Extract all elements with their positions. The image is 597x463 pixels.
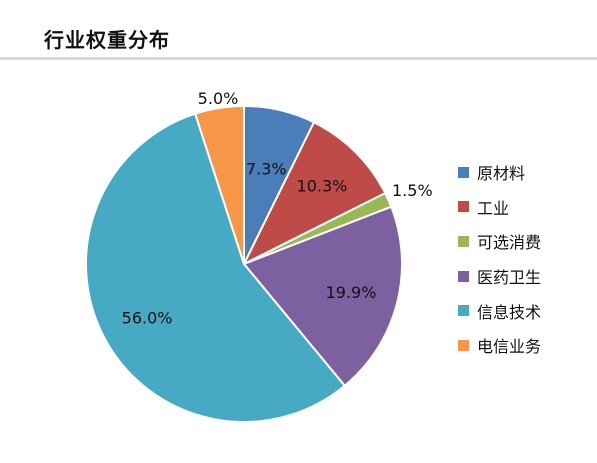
legend-swatch [458,270,469,282]
legend-swatch [458,305,469,317]
data-label-可选消费: 1.5% [392,181,433,200]
legend-swatch [458,235,469,247]
legend-label: 可选消费 [477,233,542,253]
legend-label: 信息技术 [477,302,542,322]
data-label-原材料: 7.3% [246,160,287,179]
pie-slice-工业 [241,120,387,267]
pie-slice-信息技术 [85,112,347,423]
legend-label: 电信业务 [477,337,542,357]
legend-swatch [458,166,469,178]
data-label-电信业务: 5.0% [198,89,239,108]
pie-slice-医药卫生 [242,205,403,388]
legend-swatch [458,339,469,351]
title-divider [0,57,597,60]
legend: 原材料工业可选消费医药卫生信息技术电信业务 [458,155,541,363]
data-label-医药卫生: 19.9% [326,283,377,302]
chart-title: 行业权重分布 [44,28,170,52]
legend-item-医药卫生: 医药卫生 [458,259,541,294]
legend-item-电信业务: 电信业务 [458,328,541,363]
legend-item-可选消费: 可选消费 [458,224,541,259]
legend-label: 工业 [477,198,510,218]
legend-swatch [458,201,469,213]
data-label-工业: 10.3% [297,177,348,196]
legend-label: 医药卫生 [477,268,542,288]
legend-item-原材料: 原材料 [458,155,541,190]
legend-item-工业: 工业 [458,190,541,225]
legend-item-信息技术: 信息技术 [458,293,541,328]
legend-label: 原材料 [477,164,526,184]
pie-slice-电信业务 [193,104,245,265]
data-label-信息技术: 56.0% [122,308,173,327]
